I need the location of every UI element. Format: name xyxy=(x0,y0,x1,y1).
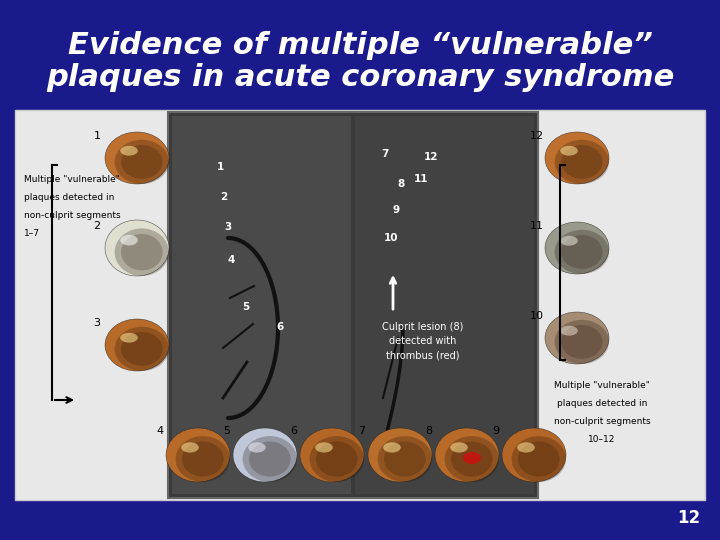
Ellipse shape xyxy=(233,428,297,482)
Ellipse shape xyxy=(384,442,426,477)
Ellipse shape xyxy=(554,230,609,274)
Text: 3: 3 xyxy=(94,318,101,328)
Ellipse shape xyxy=(105,132,169,184)
Ellipse shape xyxy=(121,234,163,271)
Ellipse shape xyxy=(561,145,603,179)
Ellipse shape xyxy=(561,235,603,269)
Ellipse shape xyxy=(114,140,169,184)
Ellipse shape xyxy=(545,312,609,364)
Text: 4: 4 xyxy=(156,426,163,436)
Text: 10: 10 xyxy=(530,311,544,321)
Ellipse shape xyxy=(114,327,169,371)
Text: 2: 2 xyxy=(94,221,101,231)
Ellipse shape xyxy=(377,436,432,482)
Text: non-culprit segments: non-culprit segments xyxy=(24,212,121,220)
Bar xyxy=(172,116,351,494)
Text: 11: 11 xyxy=(530,221,544,231)
Ellipse shape xyxy=(315,442,333,453)
Ellipse shape xyxy=(561,325,603,359)
Ellipse shape xyxy=(166,428,230,482)
Ellipse shape xyxy=(450,442,468,453)
Ellipse shape xyxy=(463,452,481,464)
Ellipse shape xyxy=(444,436,499,482)
Text: 4: 4 xyxy=(228,255,235,265)
Ellipse shape xyxy=(316,442,358,477)
Ellipse shape xyxy=(554,320,609,364)
Text: 8: 8 xyxy=(426,426,433,436)
Text: 3: 3 xyxy=(225,222,232,232)
Text: 12: 12 xyxy=(677,509,700,527)
Ellipse shape xyxy=(120,146,138,156)
Bar xyxy=(15,110,705,500)
Ellipse shape xyxy=(120,333,138,343)
Ellipse shape xyxy=(249,442,291,477)
Text: 5: 5 xyxy=(223,426,230,436)
Ellipse shape xyxy=(560,326,577,336)
Ellipse shape xyxy=(502,428,566,482)
Ellipse shape xyxy=(512,436,566,482)
Ellipse shape xyxy=(120,235,138,246)
Bar xyxy=(168,112,538,498)
Text: 1: 1 xyxy=(94,131,101,141)
Ellipse shape xyxy=(121,332,163,366)
Text: 9: 9 xyxy=(392,205,400,215)
Ellipse shape xyxy=(105,220,169,276)
Text: 10–12: 10–12 xyxy=(588,435,616,443)
Text: 7: 7 xyxy=(359,426,366,436)
Ellipse shape xyxy=(310,436,364,482)
Ellipse shape xyxy=(545,222,609,274)
Text: plaques detected in: plaques detected in xyxy=(557,399,647,408)
Text: Culprit lesion (8)
detected with
thrombus (red): Culprit lesion (8) detected with thrombu… xyxy=(382,322,464,360)
Ellipse shape xyxy=(517,442,535,453)
Ellipse shape xyxy=(243,436,297,482)
Ellipse shape xyxy=(451,442,492,477)
Text: Multiple "vulnerable": Multiple "vulnerable" xyxy=(554,381,650,389)
Text: 1: 1 xyxy=(217,162,224,172)
Ellipse shape xyxy=(182,442,224,477)
Text: plaques in acute coronary syndrome: plaques in acute coronary syndrome xyxy=(46,63,674,91)
Text: 5: 5 xyxy=(243,302,250,312)
Bar xyxy=(355,116,534,494)
Text: 1–7: 1–7 xyxy=(24,230,40,239)
Ellipse shape xyxy=(518,442,559,477)
Text: 12: 12 xyxy=(424,152,438,162)
Text: non-culprit segments: non-culprit segments xyxy=(554,416,650,426)
Ellipse shape xyxy=(435,428,499,482)
Text: 6: 6 xyxy=(290,426,297,436)
Text: 9: 9 xyxy=(492,426,500,436)
Ellipse shape xyxy=(248,442,266,453)
Ellipse shape xyxy=(545,132,609,184)
Ellipse shape xyxy=(300,428,364,482)
Ellipse shape xyxy=(554,140,609,184)
Ellipse shape xyxy=(121,145,163,179)
Ellipse shape xyxy=(560,146,577,156)
Text: plaques detected in: plaques detected in xyxy=(24,193,114,202)
Ellipse shape xyxy=(368,428,432,482)
Text: 6: 6 xyxy=(276,322,284,332)
Ellipse shape xyxy=(105,319,169,371)
Text: Multiple "vulnerable": Multiple "vulnerable" xyxy=(24,176,120,185)
Ellipse shape xyxy=(560,236,577,246)
Ellipse shape xyxy=(181,442,199,453)
Ellipse shape xyxy=(176,436,230,482)
Text: Evidence of multiple “vulnerable”: Evidence of multiple “vulnerable” xyxy=(68,30,652,59)
Text: 7: 7 xyxy=(382,149,389,159)
Text: 12: 12 xyxy=(530,131,544,141)
Ellipse shape xyxy=(383,442,401,453)
Text: 2: 2 xyxy=(220,192,228,202)
Text: 11: 11 xyxy=(414,174,428,184)
Text: 8: 8 xyxy=(397,179,405,189)
Ellipse shape xyxy=(114,228,169,276)
Text: 10: 10 xyxy=(384,233,398,243)
